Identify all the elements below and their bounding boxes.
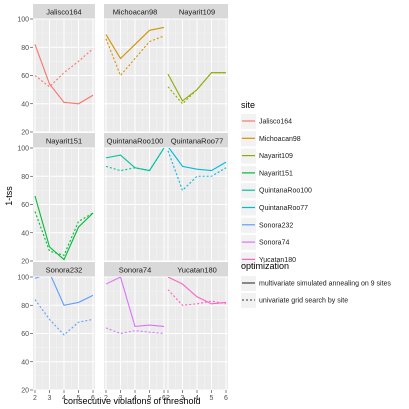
facet-strip-label: Nayarit151 — [46, 137, 82, 146]
optimization-legend: optimization multivariate simulated annea… — [241, 261, 391, 308]
legend-label-dashed: univariate grid search by site — [259, 298, 348, 305]
legend-label-Michoacan98: Michoacan98 — [259, 136, 301, 143]
x-tick-label: 6 — [162, 395, 166, 402]
y-tick-label: 80 — [21, 45, 29, 52]
legend-label-Nayarit151: Nayarit151 — [259, 170, 293, 177]
legend-label-QuintanaRoo77: QuintanaRoo77 — [259, 205, 308, 212]
x-tick-label: 2 — [166, 395, 170, 402]
facet-panel-Nayarit109: Nayarit109 — [166, 4, 228, 133]
facet-strip — [33, 262, 95, 277]
x-tick-label: 4 — [195, 395, 199, 402]
x-tick-label: 3 — [119, 395, 123, 402]
site-legend-title: site — [241, 100, 255, 110]
facet-panel-Sonora74: Sonora74 2 3 4 5 6 — [104, 262, 166, 402]
facet-strip — [166, 262, 228, 277]
facet-panel-Yucatan180: Yucatan180 2 3 4 5 6 — [166, 262, 228, 402]
series-line-multivariate-QuintanaRoo77 — [168, 148, 227, 172]
facet-strip — [33, 4, 95, 19]
y-tick-label: 20 — [21, 259, 29, 266]
series-line-univariate-QuintanaRoo77 — [167, 150, 227, 192]
legend-label-QuintanaRoo100: QuintanaRoo100 — [259, 188, 312, 195]
facet-panel-Nayarit151: Nayarit151 20 40 60 80 100 — [17, 133, 95, 266]
y-tick-label: 40 — [21, 230, 29, 237]
x-tick-label: 6 — [91, 395, 95, 402]
series-line-multivariate-Jalisco164 — [34, 44, 94, 105]
y-tick-label: 40 — [21, 101, 29, 108]
legend-label-Nayarit109: Nayarit109 — [259, 153, 293, 160]
facet-strip-label: QuintanaRoo100 — [107, 137, 164, 146]
series-line-univariate-Sonora232 — [34, 299, 94, 336]
legend-label-solid: multivariate simulated annealing on 9 si… — [259, 281, 391, 288]
legend-key-background — [241, 293, 256, 308]
facet-strip — [104, 262, 166, 277]
facet-strip-label: Yucatan180 — [177, 266, 217, 275]
facet-strip-label: Sonora232 — [46, 266, 83, 275]
legend-label-Sonora232: Sonora232 — [259, 222, 293, 229]
y-tick-label: 60 — [21, 202, 29, 209]
x-tick-label: 3 — [48, 395, 52, 402]
facet-strip-label: Jalisco164 — [46, 8, 81, 17]
y-tick-label: 100 — [17, 146, 29, 153]
series-line-multivariate-Yucatan180 — [167, 277, 227, 305]
x-tick-label: 6 — [224, 395, 228, 402]
facet-panel-QuintanaRoo100: QuintanaRoo100 — [104, 133, 166, 262]
series-line-univariate-Nayarit151 — [34, 211, 94, 257]
y-tick-label: 80 — [21, 174, 29, 181]
y-tick-label: 100 — [17, 17, 29, 24]
facet-strip-label: Michoacan98 — [113, 8, 158, 17]
series-line-multivariate-Nayarit151 — [34, 195, 94, 261]
y-tick-label: 60 — [21, 73, 29, 80]
y-axis-title: 1-tss — [4, 186, 14, 206]
series-line-multivariate-Sonora232 — [34, 277, 94, 306]
facet-panel-Michoacan98: Michoacan98 — [104, 4, 166, 133]
y-tick-label: 80 — [21, 303, 29, 310]
x-tick-label: 4 — [133, 395, 137, 402]
facet-panel-QuintanaRoo77: QuintanaRoo77 — [166, 133, 228, 262]
facet-strip — [104, 133, 166, 148]
x-tick-label: 2 — [104, 395, 108, 402]
series-line-univariate-Michoacan98 — [105, 35, 165, 77]
series-line-multivariate-QuintanaRoo100 — [105, 148, 165, 172]
y-tick-label: 40 — [21, 359, 29, 366]
legend-label-Yucatan180: Yucatan180 — [259, 257, 296, 264]
legend-label-Jalisco164: Jalisco164 — [259, 119, 292, 126]
facet-panel-Sonora232: Sonora232 20 40 60 80 100 2 3 4 5 6 — [17, 262, 95, 402]
series-line-multivariate-Nayarit109 — [167, 72, 226, 102]
x-tick-label: 5 — [148, 395, 152, 402]
x-tick-label: 4 — [62, 395, 66, 402]
y-tick-label: 20 — [21, 388, 29, 395]
facet-strip-label: Nayarit109 — [179, 8, 215, 17]
facet-panel-Jalisco164: Jalisco164 20 40 60 80 100 — [17, 4, 95, 137]
series-line-multivariate-Sonora74 — [105, 277, 165, 328]
y-tick-label: 60 — [21, 331, 29, 338]
x-tick-label: 5 — [77, 395, 81, 402]
series-line-univariate-Sonora74 — [105, 327, 165, 335]
site-legend: site Jalisco164 Michoacan98 Nayarit109 Nayar… — [241, 100, 312, 268]
facet-strip — [104, 4, 166, 19]
x-tick-label: 5 — [210, 395, 214, 402]
legend-label-Sonora74: Sonora74 — [259, 240, 289, 247]
x-tick-label: 3 — [181, 395, 185, 402]
facet-strip — [166, 4, 228, 19]
y-tick-label: 20 — [21, 130, 29, 137]
y-tick-label: 100 — [17, 275, 29, 282]
series-line-univariate-Jalisco164 — [34, 48, 94, 88]
optimization-legend-title: optimization — [241, 261, 289, 271]
x-tick-label: 2 — [33, 395, 37, 402]
facet-strip — [33, 133, 95, 148]
x-axis-title: consecutive violations of threshold — [63, 396, 200, 406]
facet-strip-label: QuintanaRoo77 — [171, 137, 224, 146]
series-line-multivariate-Michoacan98 — [105, 26, 165, 60]
facet-strip — [166, 133, 228, 148]
facet-strip-label: Sonora74 — [119, 266, 152, 275]
